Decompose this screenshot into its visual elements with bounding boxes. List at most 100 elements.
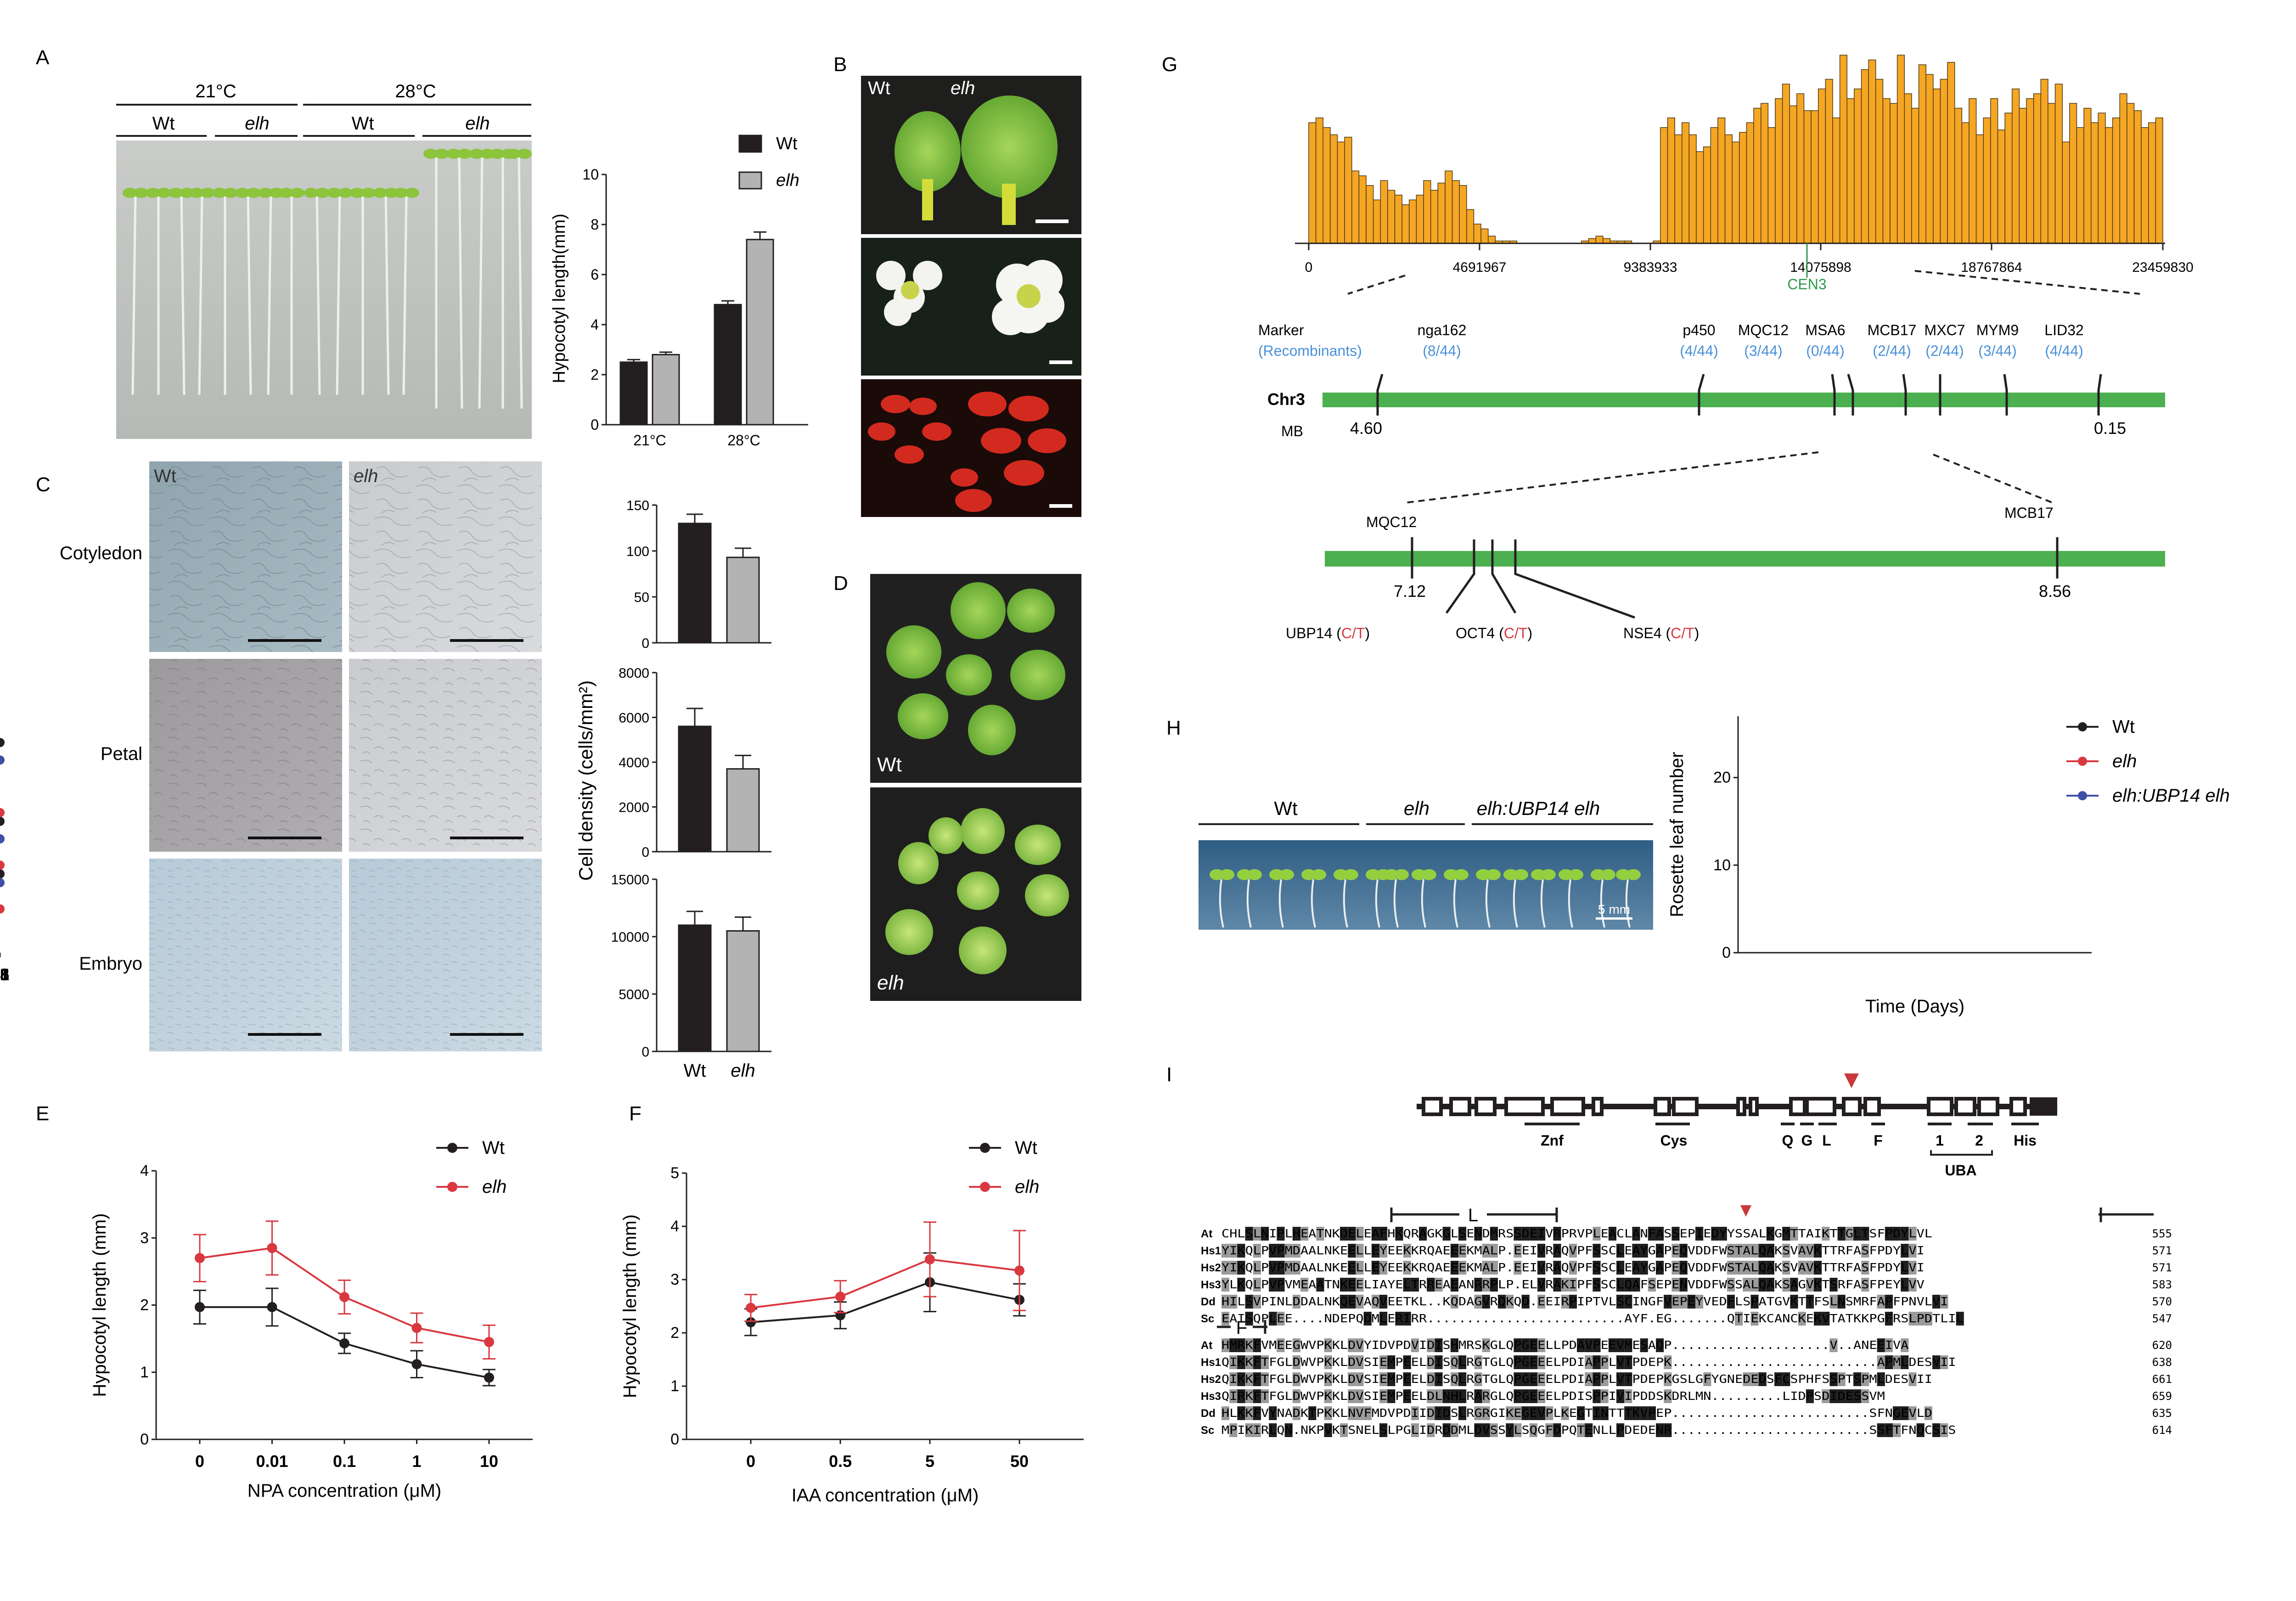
align-shade: [1593, 1244, 1601, 1258]
data-point-elh: [1014, 1265, 1024, 1276]
align-shade: [1624, 1389, 1632, 1403]
align-shade: [1877, 1423, 1885, 1437]
seedling-cotyledon: [506, 149, 521, 159]
data-point-Wt: [0, 816, 5, 826]
align-shade: [1340, 1423, 1348, 1437]
y-tick-label: 10000: [611, 930, 649, 945]
histogram-bar: [1488, 236, 1496, 244]
histogram-bar: [1904, 93, 1912, 244]
align-seq-Sc: MPIKIRLQN.NKPVKTSNELSLPGLIDRDDMLDVSSYLSQ…: [1221, 1423, 1956, 1437]
seedling-cotyledon: [290, 188, 304, 198]
align-shade: [1924, 1312, 1932, 1326]
seedling-h-stem: [1568, 879, 1573, 928]
align-shade: [1901, 1406, 1909, 1420]
y-tick-label: 1: [140, 1364, 149, 1381]
align-shade: [1679, 1295, 1688, 1309]
align-shade: [1387, 1372, 1396, 1386]
align-shade: [1371, 1227, 1379, 1241]
mb-label: MB: [1281, 423, 1303, 439]
seedling-cotyledon: [469, 149, 484, 159]
align-end-Hs1: 571: [2152, 1244, 2172, 1257]
align-shade: [1245, 1406, 1253, 1420]
histogram-bar: [1796, 93, 1805, 244]
y-tick-label: 5: [670, 1164, 679, 1182]
histogram-ticks: 0 4691967 9383933 14075898 18767864 23459830: [1305, 243, 2194, 275]
y-tick-label: 3: [140, 1229, 149, 1247]
align-shade: [1403, 1372, 1411, 1386]
seedling-h-leaf: [1301, 869, 1316, 880]
align-shade: [1585, 1355, 1593, 1369]
align-shade: [1356, 1261, 1364, 1275]
y-tick-label: 0: [591, 416, 599, 433]
seedling-cotyledon: [446, 149, 461, 159]
histogram-bar: [1380, 180, 1388, 244]
align-shade: [1253, 1278, 1261, 1292]
align-shade: [1356, 1244, 1364, 1258]
legend-marker-elh:UBP14 elh: [2078, 791, 2087, 800]
align-shade: [1735, 1312, 1743, 1326]
align-seq-Hs3: YLKQLPVPVMEAATNKEELIAYELTRREAEANRRPLP.EL…: [1221, 1278, 1925, 1291]
marker-line-LID32: [2097, 374, 2102, 416]
align-shade: [1292, 1244, 1300, 1258]
align-shade: [1569, 1295, 1577, 1309]
histogram-bar: [1767, 127, 1776, 244]
align-shade: [1490, 1244, 1498, 1258]
panel-c: C Cotyledon Petal Embryo Wt elh 0 50 100 15…: [36, 461, 771, 1081]
seedling-h-stem: [1540, 879, 1546, 928]
align-shade: [1837, 1372, 1846, 1386]
align-shade: [1901, 1278, 1909, 1292]
align-shade: [1632, 1227, 1640, 1241]
panel-d: D Wt elh: [833, 572, 1081, 1001]
align-shade: [1442, 1227, 1451, 1241]
y-tick-label: 2: [140, 1297, 149, 1314]
align-species-At: At: [1201, 1339, 1212, 1352]
domain-cys: Cys: [1660, 1132, 1688, 1149]
align-shade: [1600, 1389, 1609, 1403]
align-shade: [1766, 1244, 1774, 1258]
align-shade: [1585, 1338, 1593, 1352]
seedling-stem: [336, 192, 341, 395]
align-shade: [1585, 1372, 1593, 1386]
align-shade: [1561, 1295, 1569, 1309]
align-shade: [1348, 1295, 1356, 1309]
seedling-h-leaf: [1531, 869, 1546, 880]
align-shade: [1529, 1372, 1537, 1386]
align-shade: [1379, 1295, 1388, 1309]
legend-label-elh: elh: [1015, 1177, 1039, 1197]
align-shade: [1498, 1295, 1506, 1309]
snp-nse4: C/T: [1671, 625, 1694, 641]
align-shade: [1490, 1278, 1498, 1292]
align-shade: [1245, 1295, 1253, 1309]
marker-line-nga162: [1376, 374, 1384, 416]
align-shade: [1743, 1278, 1751, 1292]
histogram-bar: [2048, 103, 2056, 244]
align-shade: [1837, 1227, 1846, 1241]
histogram-bar: [1732, 141, 1740, 244]
seedling-stem: [315, 192, 321, 395]
align-shade: [1269, 1278, 1277, 1292]
align-shade: [1221, 1261, 1230, 1275]
align-shade: [1379, 1355, 1388, 1369]
align-shade: [1450, 1295, 1458, 1309]
data-point-elh:UBP14 elh: [0, 755, 5, 765]
y-tick-label: 6: [591, 266, 599, 283]
align-shade: [1758, 1261, 1767, 1275]
align-shade: [1782, 1261, 1790, 1275]
align-shade: [1253, 1227, 1261, 1241]
y-axis-label: Hypocotyl length(mm): [550, 213, 569, 383]
align-shade: [1379, 1372, 1388, 1386]
marker-count-nga162: (8/44): [1423, 343, 1461, 359]
align-shade: [1782, 1244, 1790, 1258]
align-shade: [1450, 1261, 1458, 1275]
align-shade: [1284, 1244, 1293, 1258]
align-shade: [1806, 1278, 1814, 1292]
align-species-Hs2: Hs2: [1201, 1373, 1221, 1386]
align-shade: [1901, 1338, 1909, 1352]
photo-b-elh: elh: [951, 78, 975, 98]
seedling-stem: [180, 192, 186, 395]
align-shade: [1908, 1227, 1917, 1241]
align-shade: [1901, 1355, 1909, 1369]
gene-oct4: OCT4: [1456, 625, 1495, 641]
micro-elh-label: elh: [354, 466, 378, 486]
align-shade: [1245, 1312, 1253, 1326]
